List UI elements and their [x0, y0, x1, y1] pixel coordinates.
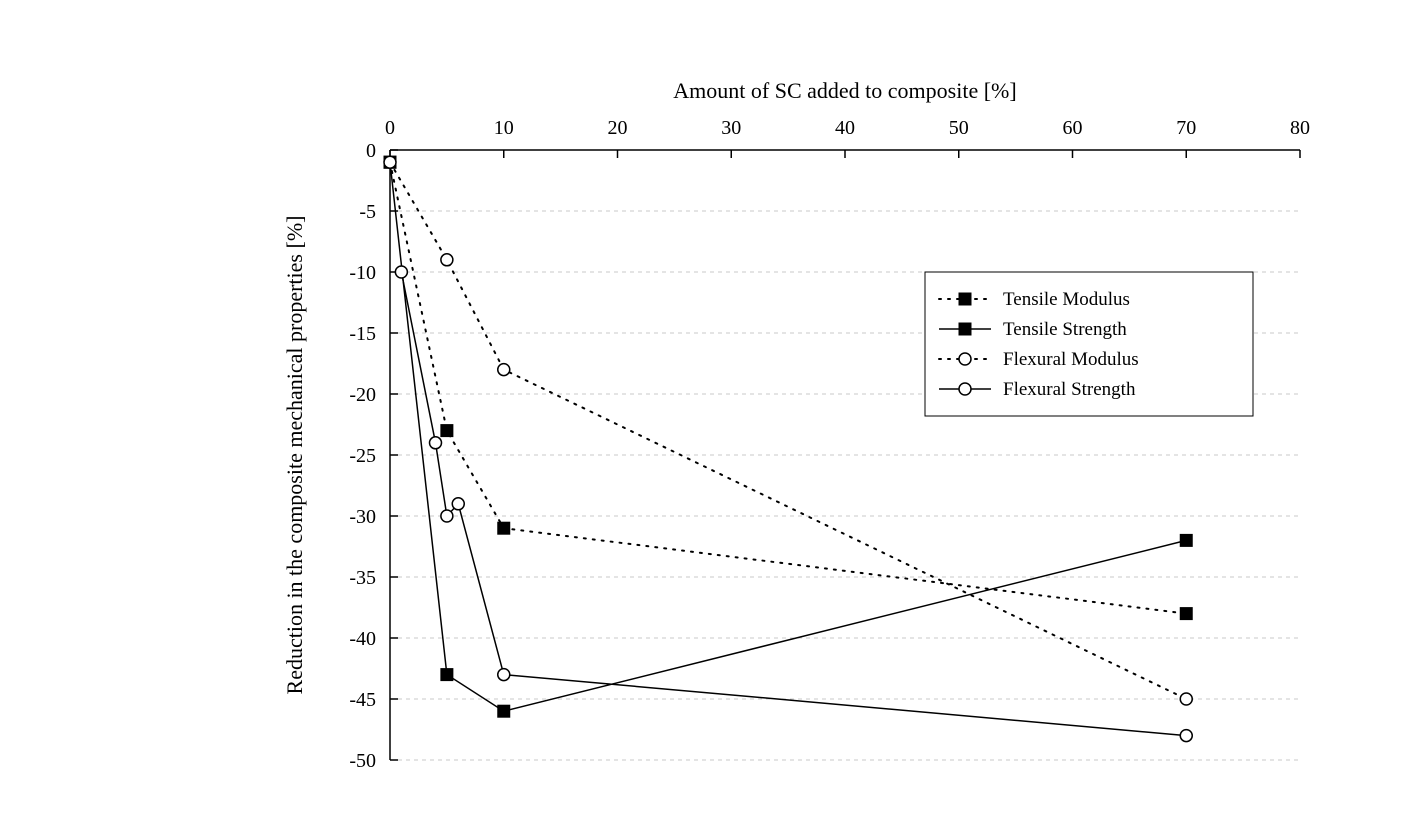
x-tick-label: 0 [385, 117, 395, 139]
y-tick-label: -20 [349, 384, 376, 406]
x-tick-label: 10 [494, 117, 514, 139]
y-tick-label: -5 [359, 201, 376, 223]
x-axis-title: Amount of SC added to composite [%] [673, 78, 1016, 103]
legend-label-flexural_strength: Flexural Strength [1003, 379, 1136, 400]
y-axis-title: Reduction in the composite mechanical pr… [282, 216, 307, 695]
x-tick-label: 70 [1176, 117, 1196, 139]
marker-flexural_strength [441, 510, 453, 522]
y-tick-label: -40 [349, 628, 376, 650]
x-tick-label: 60 [1063, 117, 1083, 139]
chart-svg: 0 10 20 30 40 50 60 70 80 0 -5 -10 -15 -20 -25 -30 -35 -4… [0, 0, 1420, 827]
legend-marker-flexural_strength [959, 383, 971, 395]
x-tick-label: 40 [835, 117, 855, 139]
x-tick-label: 50 [949, 117, 969, 139]
marker-tensile_modulus [498, 522, 510, 534]
y-tick-label: -25 [349, 445, 376, 467]
marker-flexural_strength [498, 669, 510, 681]
marker-flexural_strength [395, 266, 407, 278]
y-tick-label: -30 [349, 506, 376, 528]
legend-marker-tensile_modulus [959, 293, 971, 305]
legend-label-tensile_modulus: Tensile Modulus [1003, 289, 1130, 310]
x-tick-label: 80 [1290, 117, 1310, 139]
chart-container: 0 10 20 30 40 50 60 70 80 0 -5 -10 -15 -20 -25 -30 -35 -4… [0, 0, 1420, 827]
y-tick-label: -10 [349, 262, 376, 284]
marker-flexural_strength [1180, 730, 1192, 742]
legend-marker-flexural_modulus [959, 353, 971, 365]
marker-tensile_modulus [1180, 608, 1192, 620]
marker-flexural_modulus [441, 254, 453, 266]
marker-tensile_modulus [441, 425, 453, 437]
marker-flexural_modulus [1180, 693, 1192, 705]
y-tick-label: -45 [349, 689, 376, 711]
legend-label-flexural_modulus: Flexural Modulus [1003, 349, 1139, 370]
marker-tensile_strength [441, 669, 453, 681]
marker-tensile_strength [498, 705, 510, 717]
marker-flexural_modulus [384, 156, 396, 168]
x-tick-label: 20 [608, 117, 628, 139]
y-tick-label: 0 [366, 140, 376, 162]
y-tick-label: -15 [349, 323, 376, 345]
marker-flexural_strength [430, 437, 442, 449]
legend-marker-tensile_strength [959, 323, 971, 335]
marker-tensile_strength [1180, 534, 1192, 546]
x-tick-label: 30 [721, 117, 741, 139]
y-tick-label: -35 [349, 567, 376, 589]
marker-flexural_strength [452, 498, 464, 510]
legend-label-tensile_strength: Tensile Strength [1003, 319, 1127, 340]
y-tick-label: -50 [349, 750, 376, 772]
marker-flexural_modulus [498, 364, 510, 376]
